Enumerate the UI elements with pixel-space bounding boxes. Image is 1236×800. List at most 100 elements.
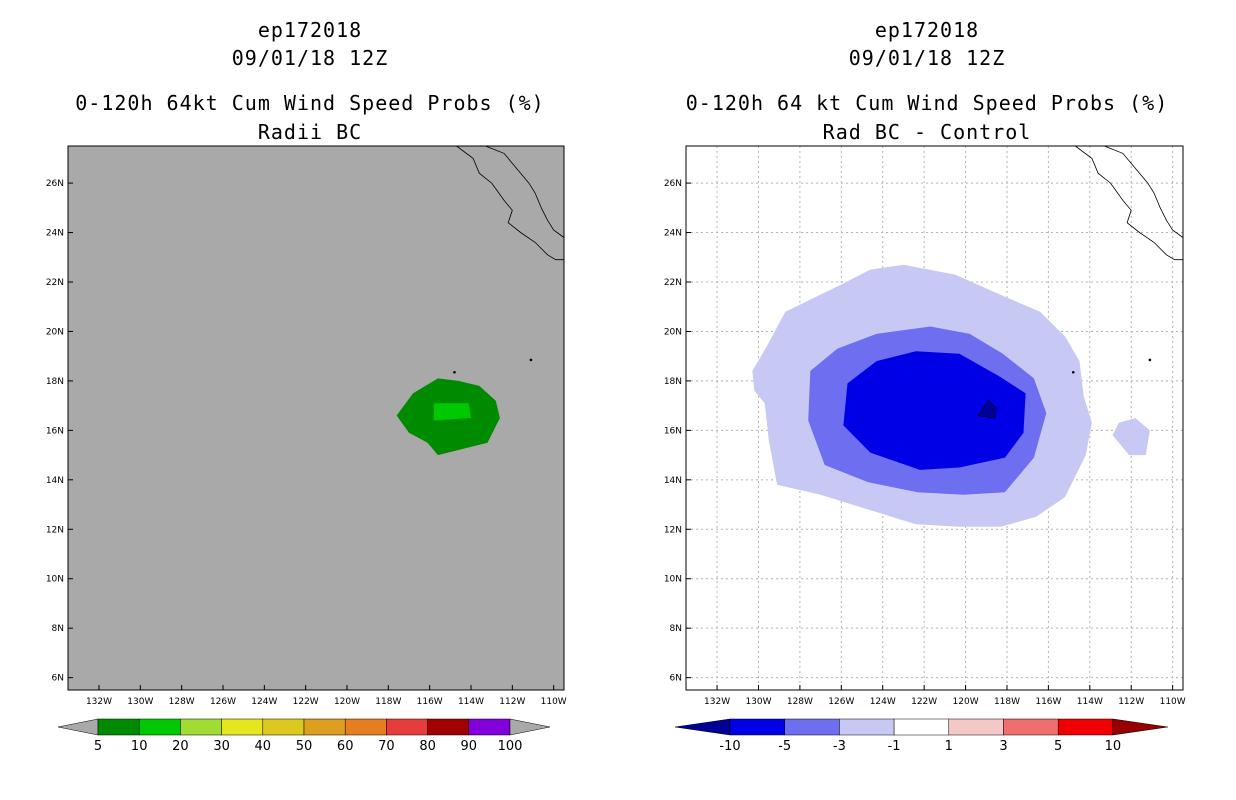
left-ytick-label: 16N [46,426,64,436]
right-xtick-label: 124W [870,697,896,707]
left-colorbar-cell-8 [427,718,470,736]
left-colorbar-cell-6 [344,718,387,736]
right-contour-1 [1112,418,1150,456]
right-colorbar-label: -1 [888,739,901,754]
left-xtick-label: 112W [499,697,525,707]
left-ytick-label: 22N [46,278,64,288]
right-date: 09/01/18 12Z [848,46,1006,70]
left-xtick-label: 122W [293,697,319,707]
right-ytick-label: 6N [670,674,682,684]
right-contour-3 [843,351,1026,470]
right-colorbar-label: -10 [719,739,740,754]
right-xtick-label: 110W [1160,697,1186,707]
right-island-0 [1071,370,1075,374]
left-xtick-label: 120W [334,697,360,707]
right-ytick-label: 24N [664,229,682,239]
right-island-1 [1148,358,1152,362]
right-xtick-label: 114W [1077,697,1103,707]
left-xtick-label: 126W [210,697,236,707]
left-ytick-label: 6N [52,674,64,684]
right-ytick-label: 18N [664,377,682,387]
right-chart-title: 0-120h 64 kt Cum Wind Speed Probs (%) [685,91,1169,115]
right-colorbar-cell-2 [839,718,895,736]
left-ytick-label: 12N [46,525,64,535]
left-colorbar-label: 70 [378,739,395,754]
right-coastline-1 [1104,145,1184,238]
left-colorbar-low-arrow [57,718,99,736]
right-ytick-label: 16N [664,426,682,436]
left-ytick-label: 24N [46,229,64,239]
right-ytick-label: 26N [664,179,682,189]
left-chart-subtitle: Radii BC [257,120,363,144]
left-colorbar-label: 100 [498,739,523,754]
right-ytick-label: 8N [670,624,682,634]
left-colorbar-label: 40 [255,739,272,754]
left-colorbar-cell-9 [468,718,511,736]
left-colorbar-label: 60 [337,739,354,754]
right-storm-id: ep172018 [874,18,980,42]
left-contour-1 [433,403,471,421]
left-colorbar-cell-7 [386,718,428,736]
left-plot-frame [67,145,565,691]
right-xtick-label: 132W [704,697,730,707]
left-xtick-label: 124W [251,697,277,707]
right-colorbar-cell-6 [1057,718,1114,736]
right-chart-subtitle: Rad BC - Control [822,120,1032,144]
right-ytick-label: 14N [664,476,682,486]
left-xtick-label: 128W [169,697,195,707]
left-colorbar-label: 90 [461,739,478,754]
left-xtick-label: 110W [541,697,567,707]
left-colorbar-label: 20 [172,739,189,754]
left-xtick-label: 118W [375,697,401,707]
right-colorbar-cell-3 [893,718,950,736]
left-colorbar-label: 10 [131,739,148,754]
left-colorbar-label: 50 [296,739,313,754]
left-ytick-label: 26N [46,179,64,189]
right-xtick-label: 112W [1118,697,1144,707]
right-colorbar-label: 10 [1105,739,1122,754]
right-colorbar-label: 3 [999,739,1007,754]
right-colorbar-cell-5 [1003,718,1059,736]
right-colorbar-cell-4 [948,718,1004,736]
right-colorbar-label: 5 [1054,739,1062,754]
right-xtick-label: 120W [953,697,979,707]
left-ytick-label: 14N [46,476,64,486]
right-ytick-label: 10N [664,575,682,585]
right-coastline-0 [1075,145,1183,261]
left-date: 09/01/18 12Z [231,46,389,70]
left-colorbar-label: 30 [213,739,230,754]
right-ytick-label: 12N [664,525,682,535]
left-colorbar-cell-1 [138,718,181,736]
right-colorbar-low-arrow [674,718,731,736]
right-colorbar-cell-1 [784,718,840,736]
right-contour-4 [977,400,997,419]
left-colorbar-cell-5 [303,718,346,736]
right-colorbar-label: 1 [945,739,953,754]
right-xtick-label: 126W [828,697,854,707]
left-ytick-label: 18N [46,377,64,387]
right-xtick-label: 130W [745,697,771,707]
right-xtick-label: 118W [994,697,1020,707]
right-xtick-label: 116W [1035,697,1061,707]
right-colorbar-label: -3 [833,739,846,754]
left-colorbar-label: 5 [94,739,102,754]
right-colorbar-label: -5 [778,739,791,754]
left-colorbar-cell-0 [97,718,140,736]
left-colorbar-cell-2 [180,718,222,736]
right-colorbar-high-arrow [1112,718,1168,736]
left-coastline-0 [456,145,564,261]
left-colorbar-high-arrow [509,718,551,736]
left-colorbar-cell-4 [262,718,305,736]
left-coastline-1 [485,145,565,238]
left-ytick-label: 20N [46,327,64,337]
right-xtick-label: 122W [911,697,937,707]
left-island-0 [453,370,456,374]
left-chart-title: 0-120h 64kt Cum Wind Speed Probs (%) [75,91,545,115]
right-ytick-label: 20N [664,327,682,337]
right-ytick-label: 22N [664,278,682,288]
left-ytick-label: 10N [46,575,64,585]
left-xtick-label: 116W [417,697,443,707]
left-colorbar-label: 80 [419,739,436,754]
right-plot-frame [685,145,1184,691]
